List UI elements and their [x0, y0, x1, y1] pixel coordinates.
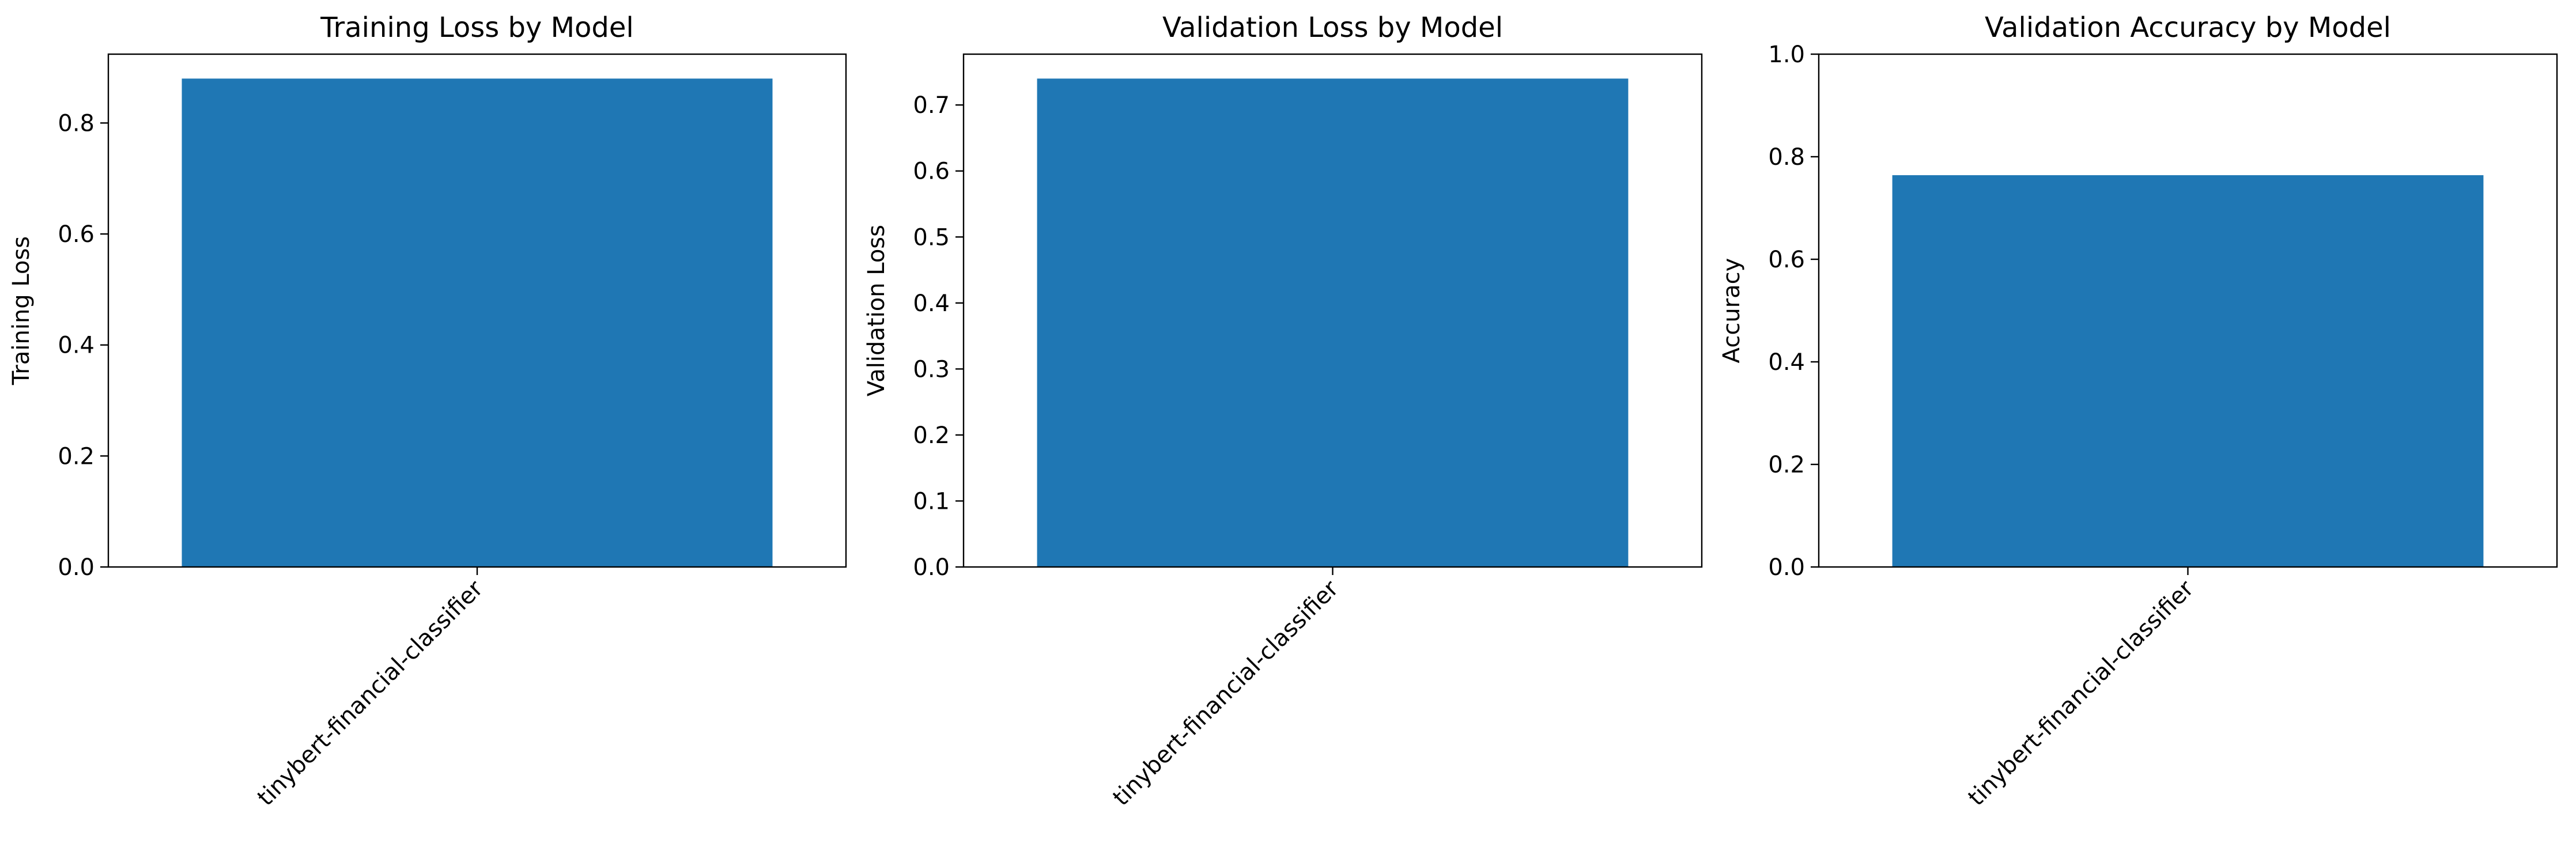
bar [1892, 175, 2484, 567]
y-tick-label: 0.4 [913, 290, 950, 317]
y-tick-label: 0.6 [58, 221, 95, 248]
y-tick-label: 0.6 [1768, 247, 1805, 273]
chart-title: Training Loss by Model [320, 12, 633, 44]
y-axis-label: Validation Loss [863, 225, 890, 396]
bar [1037, 78, 1629, 567]
chart-title: Validation Accuracy by Model [1985, 12, 2391, 44]
y-tick-label: 0.3 [913, 356, 950, 383]
y-tick-label: 0.8 [1768, 144, 1805, 171]
y-tick-label: 0.4 [1768, 349, 1805, 376]
x-tick-label: tinybert-financial-classifier [252, 575, 489, 811]
x-tick-label: tinybert-financial-classifier [1108, 575, 1344, 811]
axes-frame [962, 53, 1703, 568]
y-tick-label: 0.4 [58, 332, 95, 359]
x-tick-label: tinybert-financial-classifier [1963, 575, 2199, 811]
y-tick-label: 0.2 [58, 443, 95, 470]
y-tick-label: 0.2 [1768, 452, 1805, 478]
y-tick-label: 0.0 [1768, 554, 1805, 581]
y-axis-label: Accuracy [1718, 258, 1745, 364]
y-tick-label: 0.0 [58, 554, 95, 581]
y-tick-label: 0.8 [58, 110, 95, 137]
y-axis-label: Training Loss [8, 236, 35, 385]
y-tick-label: 0.5 [913, 224, 950, 251]
axes-frame [1818, 53, 2558, 568]
chart-title: Validation Loss by Model [1162, 12, 1503, 44]
axes-frame [107, 53, 847, 568]
y-tick-label: 0.7 [913, 92, 950, 119]
y-tick-label: 0.1 [913, 488, 950, 515]
y-tick-label: 0.0 [913, 554, 950, 581]
bar [182, 78, 773, 567]
y-tick-label: 0.6 [913, 158, 950, 185]
y-tick-label: 1.0 [1768, 41, 1805, 68]
y-tick-label: 0.2 [913, 422, 950, 449]
